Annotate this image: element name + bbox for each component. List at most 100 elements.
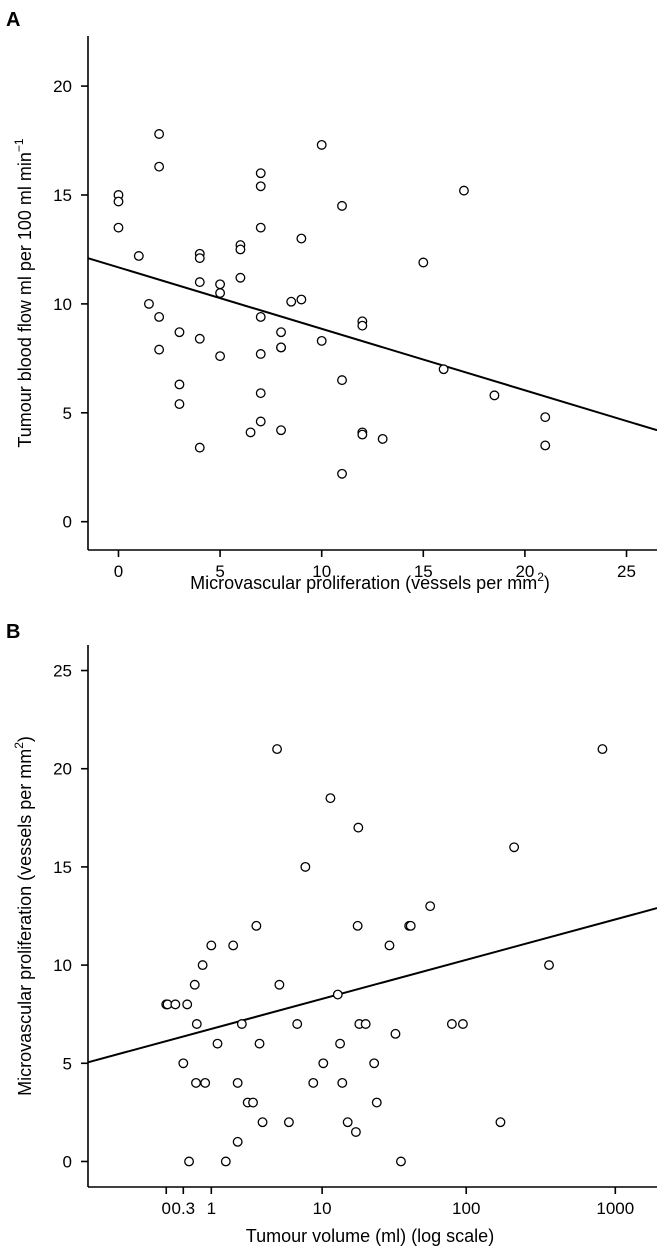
data-point: [540, 412, 551, 423]
panel-label-a: A: [6, 9, 20, 31]
data-point: [154, 344, 165, 355]
data-point: [446, 1019, 457, 1029]
y-tick-label: 0: [63, 513, 72, 532]
x-tick-label: 0: [114, 562, 123, 581]
x-ticks-b: 0 1 10 100 1000 0.3: [162, 1187, 634, 1218]
data-point: [206, 940, 217, 951]
y-tick-label: 25: [53, 662, 72, 681]
points-a: [113, 129, 551, 479]
y-tick-label: 10: [53, 295, 72, 314]
data-point: [113, 222, 124, 233]
y-ticks-b: 0 5 10 15 20 25: [53, 662, 88, 1171]
data-point: [308, 1077, 319, 1088]
data-point: [255, 181, 266, 192]
data-point: [154, 129, 165, 139]
data-point: [257, 1117, 268, 1128]
y-tick-label: 5: [63, 404, 72, 423]
data-point: [215, 288, 226, 298]
data-point: [274, 979, 285, 990]
data-point: [335, 1038, 346, 1049]
data-point: [215, 279, 226, 290]
data-point: [194, 442, 205, 453]
data-point: [337, 200, 347, 211]
x-tick-label: 10: [312, 562, 331, 581]
data-point: [245, 427, 256, 438]
data-point: [405, 920, 416, 931]
y-ticks-a: 0 5 10 15 20: [53, 77, 88, 532]
data-point: [220, 1156, 231, 1167]
data-point: [544, 960, 554, 971]
data-point: [352, 920, 363, 931]
panel-a: A 0 5 10 15 20 0 5 10 15 20 25 Microvascular prol…: [6, 9, 657, 593]
data-point: [232, 1136, 243, 1147]
x-tick-label: 20: [515, 562, 534, 581]
y-tick-label: 5: [63, 1054, 72, 1073]
data-point: [597, 744, 608, 755]
data-point: [254, 1038, 265, 1049]
data-point: [360, 1019, 371, 1029]
data-point: [191, 1019, 202, 1029]
data-point: [325, 793, 336, 804]
data-point: [154, 312, 165, 322]
data-point: [255, 312, 266, 322]
data-point: [197, 960, 208, 971]
data-point: [194, 253, 205, 264]
data-point: [425, 901, 436, 912]
x-minor-tick-label: 0.3: [171, 1199, 195, 1218]
data-point: [255, 349, 266, 359]
panel-label-b: B: [6, 621, 20, 643]
data-point: [286, 296, 297, 307]
data-point: [418, 257, 429, 268]
data-point: [350, 1127, 361, 1137]
data-point: [489, 390, 500, 401]
points-b: [161, 744, 608, 1167]
data-point: [232, 1077, 243, 1088]
y-tick-label: 15: [53, 858, 72, 877]
data-point: [154, 161, 165, 172]
x-tick-label: 100: [452, 1199, 480, 1218]
data-point: [194, 277, 205, 288]
x-tick-label: 0: [162, 1199, 171, 1218]
data-point: [357, 429, 368, 440]
x-tick-label: 1: [207, 1199, 216, 1218]
x-ticks-a: 0 5 10 15 20 25: [114, 550, 636, 581]
data-point: [337, 375, 347, 386]
data-point: [276, 425, 287, 436]
data-point: [212, 1038, 223, 1049]
y-tick-label: 10: [53, 956, 72, 975]
data-point: [248, 1097, 258, 1108]
data-point: [228, 940, 239, 951]
data-point: [337, 1077, 348, 1088]
data-point: [215, 351, 226, 362]
data-point: [458, 185, 469, 196]
x-tick-label: 25: [617, 562, 636, 581]
data-point: [235, 244, 246, 255]
y-tick-label: 20: [53, 77, 72, 96]
data-point: [377, 433, 388, 444]
x-tick-label: 1000: [596, 1199, 634, 1218]
data-point: [178, 1058, 189, 1069]
panel-b: B 0 5 10 15 20 25 0 1 10 100 1000 0.3 Tumour volum…: [6, 621, 657, 1246]
trend-line-a: [87, 257, 657, 432]
data-point: [144, 298, 154, 309]
y-tick-label: 15: [53, 186, 72, 205]
data-point: [251, 920, 262, 931]
data-point: [438, 364, 449, 375]
y-axis-title-b: Microvascular proliferation (vessels per…: [12, 736, 35, 1096]
data-point: [457, 1019, 468, 1029]
data-point: [255, 222, 266, 233]
data-point: [371, 1097, 382, 1108]
data-point: [357, 320, 368, 331]
data-point: [170, 999, 181, 1010]
data-point: [194, 333, 205, 344]
data-point: [296, 294, 307, 305]
data-point: [353, 822, 364, 833]
y-axis-title-a: Tumour blood flow ml per 100 ml min−1: [12, 138, 35, 447]
data-point: [182, 999, 193, 1010]
y-tick-label: 0: [63, 1152, 72, 1171]
data-point: [189, 979, 200, 990]
data-point: [276, 342, 287, 353]
data-point: [184, 1156, 194, 1167]
data-point: [174, 399, 185, 410]
